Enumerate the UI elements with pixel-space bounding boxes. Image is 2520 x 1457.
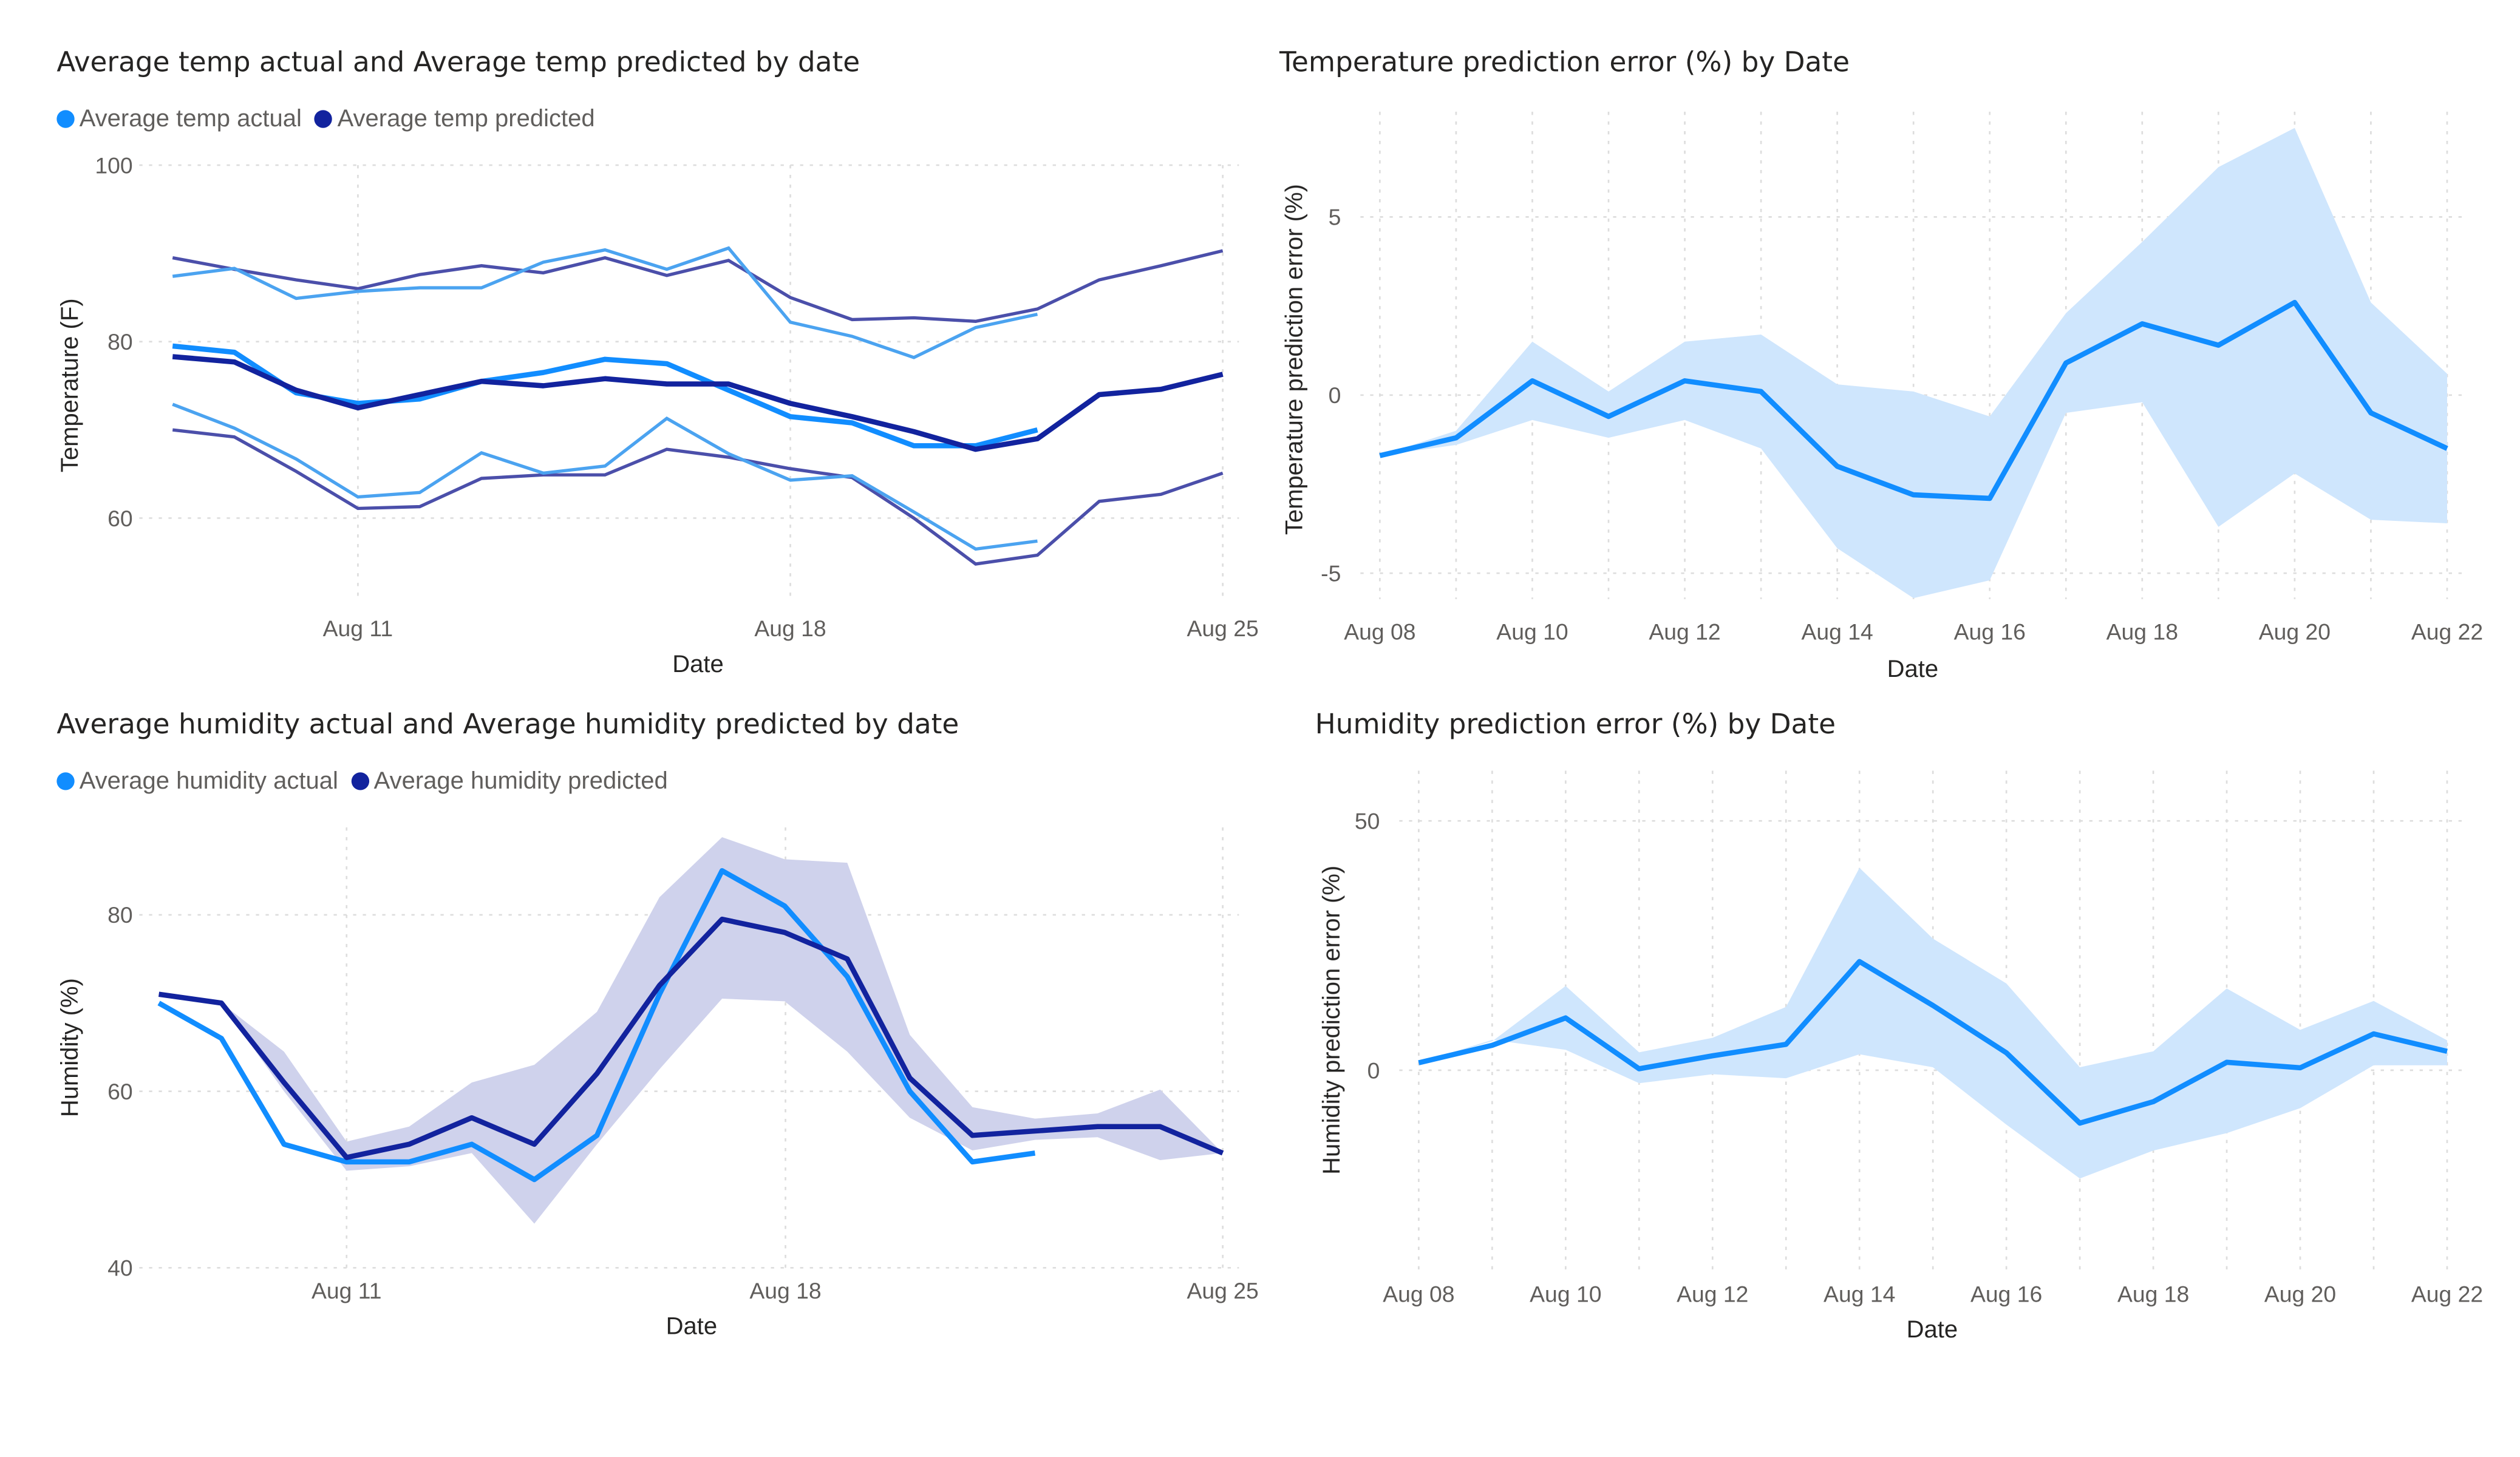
y-tick-label: 80 bbox=[107, 329, 133, 355]
y-axis-title: Humidity (%) bbox=[56, 978, 83, 1117]
x-tick-label: Aug 16 bbox=[1954, 619, 2026, 645]
legend-label: Average temp predicted bbox=[337, 105, 595, 133]
x-tick-label: Aug 11 bbox=[323, 616, 393, 641]
legend-dot-icon bbox=[56, 772, 75, 790]
x-tick-label: Aug 18 bbox=[749, 1278, 821, 1303]
confidence-band bbox=[158, 837, 1223, 1224]
x-tick-label: Aug 20 bbox=[2264, 1281, 2336, 1306]
chart-title: Average humidity actual and Average humi… bbox=[56, 709, 959, 742]
y-tick-label: 0 bbox=[1367, 1058, 1380, 1083]
series-line-predicted bbox=[158, 916, 1224, 1160]
legend-label: Average temp actual bbox=[79, 105, 302, 133]
predicted-lower-bound-line bbox=[172, 428, 1224, 566]
humidity-chart-panel: Average humidity actual and Average humi… bbox=[56, 709, 1259, 1340]
legend-item-predicted[interactable]: Average humidity predicted bbox=[351, 767, 668, 795]
legend-dot-icon bbox=[56, 110, 75, 128]
x-tick-label: Aug 11 bbox=[312, 1278, 382, 1303]
temperature-line-chart: 60 80 100 Aug 11 Aug 18 Aug 25 Date Temperature… bbox=[56, 152, 1259, 678]
x-axis-title: Date bbox=[1907, 1316, 1958, 1343]
temperature-chart-panel: Average temp actual and Average temp pre… bbox=[0, 0, 1279, 696]
legend-item-actual[interactable]: Average temp actual bbox=[56, 105, 302, 133]
x-tick-label: Aug 12 bbox=[1677, 1281, 1748, 1306]
predicted-upper-bound-line bbox=[172, 249, 1224, 324]
legend-item-actual[interactable]: Average humidity actual bbox=[56, 767, 338, 795]
legend-item-predicted[interactable]: Average temp predicted bbox=[315, 105, 595, 133]
x-tick-label: Aug 18 bbox=[2106, 619, 2178, 645]
y-tick-label: 5 bbox=[1329, 205, 1341, 230]
x-tick-label: Aug 18 bbox=[2117, 1281, 2189, 1306]
chart-title: Humidity prediction error (%) by Date bbox=[1315, 709, 1836, 742]
x-axis-title: Date bbox=[666, 1313, 718, 1340]
y-tick-label: 80 bbox=[107, 902, 133, 928]
humidity-line-chart: 40 60 80 Aug 11 Aug 18 Aug 25 Date Humidity (%) bbox=[56, 827, 1259, 1340]
y-tick-label: -5 bbox=[1321, 560, 1341, 586]
x-tick-label: Aug 18 bbox=[754, 616, 826, 641]
x-tick-label: Aug 22 bbox=[2411, 619, 2483, 645]
x-tick-label: Aug 25 bbox=[1187, 1278, 1259, 1303]
legend-label: Average humidity actual bbox=[79, 767, 338, 795]
x-axis-title: Date bbox=[672, 651, 724, 678]
x-tick-label: Aug 08 bbox=[1344, 619, 1415, 645]
legend-label: Average humidity predicted bbox=[373, 767, 668, 795]
x-tick-label: Aug 10 bbox=[1530, 1281, 1601, 1306]
y-tick-label: 40 bbox=[107, 1255, 133, 1281]
y-tick-label: 60 bbox=[107, 1079, 133, 1104]
y-tick-label: 0 bbox=[1329, 382, 1341, 408]
y-tick-label: 60 bbox=[107, 506, 133, 531]
chart-legend: Average temp actual Average temp predict… bbox=[56, 105, 608, 133]
y-axis-title: Temperature prediction error (%) bbox=[1281, 184, 1307, 535]
series-line-actual bbox=[157, 868, 1036, 1183]
series-line-predicted bbox=[172, 354, 1224, 452]
temperature-error-area-chart: -5 0 5 Aug 08 Aug 10 Aug 12 Aug 14 Aug 16 Aug 18… bbox=[1281, 112, 2483, 682]
error-range-band bbox=[1380, 127, 2447, 599]
x-tick-label: Aug 14 bbox=[1801, 619, 1873, 645]
x-tick-label: Aug 16 bbox=[1970, 1281, 2042, 1306]
x-tick-label: Aug 25 bbox=[1187, 616, 1259, 641]
x-tick-label: Aug 12 bbox=[1649, 619, 1720, 645]
temperature-error-chart-panel: Temperature prediction error (%) by Date… bbox=[0, 0, 2520, 696]
x-tick-label: Aug 22 bbox=[2411, 1281, 2483, 1306]
y-axis-title: Humidity prediction error (%) bbox=[1318, 866, 1345, 1175]
series-line-actual bbox=[1379, 299, 2448, 501]
gridlines bbox=[139, 164, 1239, 603]
x-axis-title: Date bbox=[1887, 656, 1939, 682]
y-tick-label: 50 bbox=[1355, 809, 1380, 834]
actual-upper-bound-line bbox=[172, 246, 1038, 359]
chart-title: Average temp actual and Average temp pre… bbox=[56, 47, 860, 80]
y-tick-label: 100 bbox=[95, 152, 132, 178]
x-tick-label: Aug 10 bbox=[1496, 619, 1568, 645]
legend-dot-icon bbox=[351, 772, 369, 790]
chart-legend: Average humidity actual Average humidity… bbox=[56, 767, 681, 795]
chart-title: Temperature prediction error (%) by Date bbox=[1279, 47, 1850, 80]
error-range-band bbox=[1418, 868, 2447, 1179]
x-tick-label: Aug 20 bbox=[2259, 619, 2331, 645]
legend-dot-icon bbox=[315, 110, 333, 128]
x-tick-label: Aug 14 bbox=[1824, 1281, 1895, 1306]
series-line-actual bbox=[1418, 959, 2448, 1126]
actual-lower-bound-line bbox=[172, 402, 1038, 551]
x-tick-label: Aug 08 bbox=[1383, 1281, 1454, 1306]
y-axis-title: Temperature (F) bbox=[56, 298, 83, 472]
gridlines bbox=[139, 827, 1239, 1273]
